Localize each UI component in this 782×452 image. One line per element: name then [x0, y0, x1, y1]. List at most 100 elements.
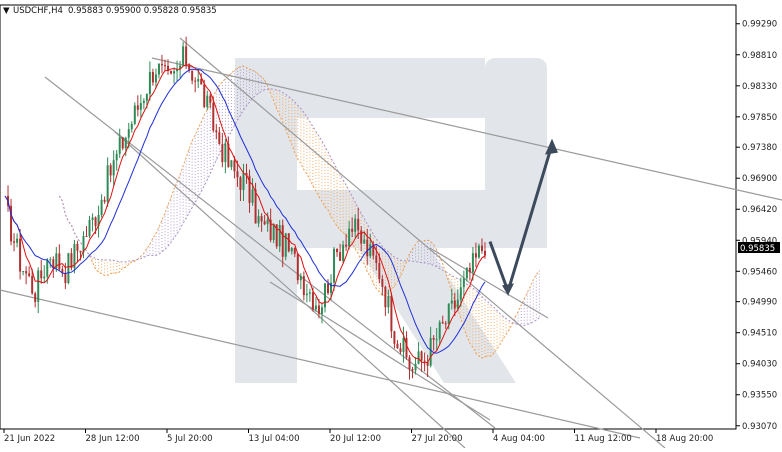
candle-body [284, 233, 287, 257]
y-tick-label: 0.95940 [742, 236, 777, 246]
candle-body [58, 253, 61, 270]
candle-body [182, 46, 185, 66]
candle-body [342, 244, 345, 261]
candle-body [40, 270, 43, 279]
candle-body [148, 72, 151, 95]
candle-body [67, 253, 70, 284]
candle-body [206, 95, 209, 107]
trend-line [0, 289, 641, 439]
candle-body [483, 250, 486, 256]
candle-body [167, 65, 170, 71]
candle-body [94, 217, 97, 227]
candle-body [154, 74, 157, 83]
candle-body [345, 244, 348, 247]
y-tick-label: 0.99290 [742, 20, 777, 30]
candle-body [308, 292, 311, 294]
y-tick-label: 0.98330 [742, 82, 777, 92]
candle-body [435, 339, 438, 341]
x-axis: 21 Jun 2022 28 Jun 12:00 5 Jul 20:00 13 Jul… [3, 429, 713, 444]
candle-body [55, 253, 58, 268]
candles [7, 36, 486, 380]
candle-body [339, 252, 342, 261]
candle-body [70, 253, 73, 268]
candle-body [272, 224, 275, 241]
candle-body [200, 78, 203, 85]
y-tick-label: 0.96420 [742, 205, 777, 215]
candle-body [459, 287, 462, 300]
y-tick-label: 0.94990 [742, 298, 777, 308]
candle-body [450, 300, 453, 304]
candle-body [145, 94, 148, 101]
candle-body [10, 205, 13, 242]
candle-body [218, 132, 221, 145]
candle-body [28, 273, 31, 276]
candle-body [179, 65, 182, 69]
candle-body [387, 295, 390, 308]
chart-menu-arrow[interactable]: ▼ [3, 6, 10, 16]
candle-body [369, 244, 372, 257]
candle-body [414, 363, 417, 371]
candle-body [444, 323, 447, 325]
candle-body [378, 263, 381, 280]
candle-body [372, 244, 375, 256]
candle-body [121, 137, 124, 149]
candle-body [266, 219, 269, 225]
candle-body [333, 248, 336, 283]
candle-body [31, 275, 34, 294]
x-tick-label: 20 Jul 12:00 [330, 434, 381, 444]
candle-body [381, 279, 384, 287]
candle-body [124, 137, 127, 149]
candle-body [375, 255, 378, 264]
candle-body [115, 153, 118, 161]
y-tick-label: 0.97850 [742, 113, 777, 123]
forecast-arrow [488, 138, 558, 297]
chart-ohlc-label: 0.95883 0.95900 0.95828 0.95835 [68, 6, 217, 16]
candle-body [320, 307, 323, 314]
candle-body [429, 337, 432, 366]
candle-body [399, 348, 402, 352]
candle-body [423, 360, 426, 362]
candle-body [275, 224, 278, 247]
y-tick-label: 0.98810 [742, 51, 777, 61]
candle-body [251, 189, 254, 203]
candle-body [281, 225, 284, 257]
candle-body [302, 276, 305, 296]
candle-body [103, 199, 106, 202]
kijun-sen-line [4, 68, 486, 354]
candle-body [100, 199, 103, 215]
candle-body [441, 322, 444, 324]
candle-body [194, 80, 197, 82]
x-tick-label: 18 Aug 20:00 [656, 434, 713, 444]
forecast-arrowhead [545, 138, 558, 155]
candle-body [224, 143, 227, 163]
candle-body [173, 71, 176, 74]
candle-body [477, 245, 480, 258]
candle-body [296, 253, 299, 281]
candle-body [351, 228, 354, 232]
candle-body [76, 244, 79, 251]
candle-body [417, 351, 420, 364]
candle-body [142, 100, 145, 104]
candle-body [46, 259, 49, 277]
candle-body [393, 331, 396, 344]
candle-body [49, 259, 52, 261]
candle-body [426, 361, 429, 366]
candle-body [314, 305, 317, 310]
trend-line [179, 37, 666, 449]
candle-body [462, 278, 465, 288]
trend-line [269, 281, 491, 421]
candle-body [260, 216, 263, 222]
candle-body [474, 253, 477, 258]
x-tick-label: 4 Aug 04:00 [493, 434, 545, 444]
candle-body [97, 214, 100, 227]
candle-body [402, 337, 405, 352]
candle-body [88, 220, 91, 237]
candle-body [299, 276, 302, 281]
y-tick-label: 0.97380 [742, 143, 777, 153]
candle-body [254, 189, 257, 224]
candle-body [390, 295, 393, 332]
y-axis: 0.99290 0.98810 0.98330 0.97850 0.97380 0.969… [736, 20, 777, 432]
candle-body [311, 292, 314, 310]
candle-body [248, 175, 251, 203]
candle-body [227, 143, 230, 168]
